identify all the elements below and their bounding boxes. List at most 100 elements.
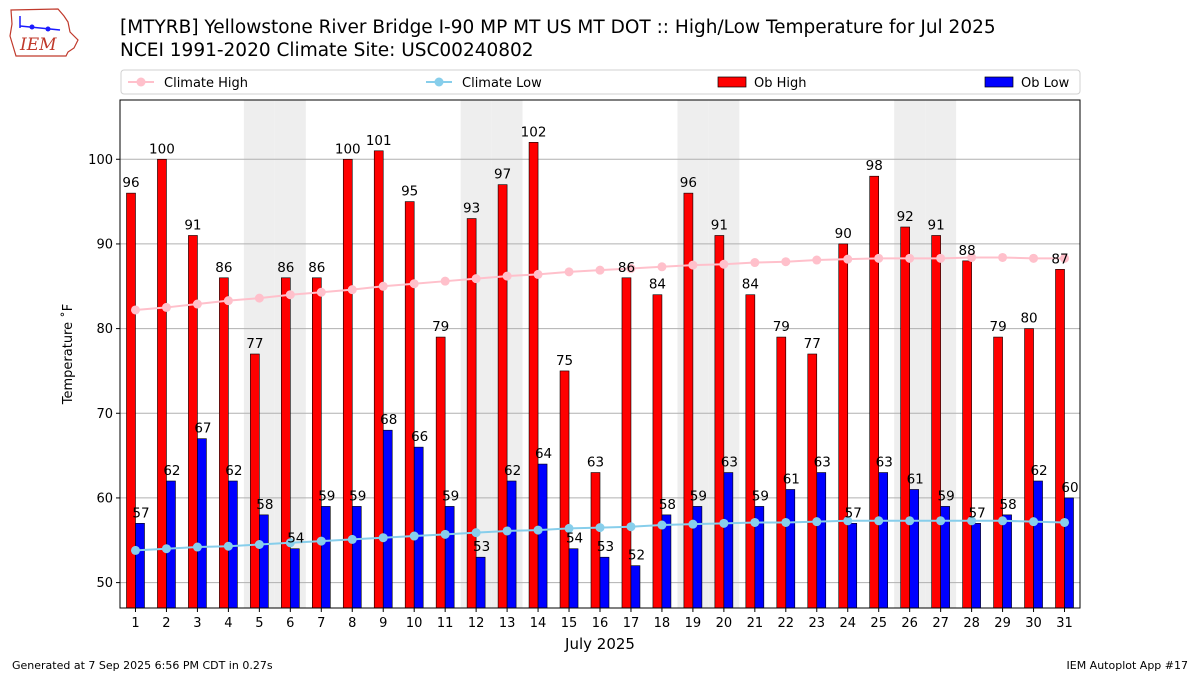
ob-high-label: 95 (401, 184, 418, 200)
ob-low-bar (290, 548, 300, 609)
ob-low-label: 58 (659, 497, 676, 513)
ob-high-label: 80 (1020, 311, 1037, 327)
ob-high-bar (745, 294, 756, 609)
climate-low-point (440, 529, 450, 539)
ob-high-label: 96 (122, 175, 139, 191)
x-tick-label: 18 (654, 616, 671, 631)
y-tick-label: 50 (96, 576, 113, 591)
ob-low-label: 63 (721, 455, 738, 471)
x-tick-label: 8 (348, 616, 356, 631)
ob-low-label: 67 (194, 421, 211, 437)
climate-low-point (998, 516, 1008, 526)
ob-low-bar (785, 489, 796, 609)
climate-low-point (595, 523, 605, 533)
ob-low-bar (909, 489, 919, 609)
x-tick-label: 11 (437, 616, 454, 631)
climate-high-point (409, 279, 419, 289)
ob-high-label: 75 (556, 353, 573, 369)
climate-high-point (905, 253, 915, 263)
ob-high-label: 93 (463, 201, 480, 217)
climate-low-point (378, 533, 388, 543)
climate-high-point (781, 257, 791, 267)
ob-high-label: 92 (897, 209, 914, 225)
chart-subtitle: NCEI 1991-2020 Climate Site: USC00240802 (120, 40, 534, 61)
climate-high-point (254, 293, 264, 303)
climate-low-point (409, 531, 419, 541)
ob-low-label: 54 (287, 531, 304, 547)
x-tick-label: 31 (1056, 616, 1073, 631)
ob-low-label: 53 (597, 539, 614, 555)
ob-low-label: 59 (938, 488, 955, 504)
climate-low-point (688, 519, 698, 529)
ob-low-bar (135, 523, 145, 609)
ob-high-label: 86 (308, 260, 325, 276)
x-tick-label: 21 (747, 616, 764, 631)
ob-low-label: 59 (349, 488, 366, 504)
climate-low-point (161, 544, 171, 554)
climate-high-point (595, 265, 605, 275)
ob-low-bar (506, 480, 517, 609)
climate-low-point (812, 517, 822, 527)
climate-high-point (223, 296, 233, 306)
ob-high-bar (311, 277, 322, 609)
climate-high-point (1060, 253, 1070, 263)
ob-high-label: 86 (215, 260, 232, 276)
x-tick-label: 24 (839, 616, 856, 631)
ob-low-bar (1064, 497, 1074, 609)
ob-low-label: 60 (1061, 480, 1078, 496)
ob-low-label: 62 (504, 463, 521, 479)
climate-high-point (316, 287, 326, 297)
y-axis-label: Temperature ˚F (60, 304, 76, 405)
ob-low-bar (320, 506, 331, 609)
ob-high-bar (652, 294, 663, 609)
ob-low-label: 59 (752, 488, 769, 504)
climate-low-point (905, 516, 915, 526)
ob-high-bar (157, 158, 167, 609)
ob-high-label: 100 (335, 141, 361, 157)
climate-low-point (254, 540, 264, 549)
ob-high-label: 79 (989, 319, 1006, 335)
legend-ob-low-swatch (984, 76, 1014, 88)
ob-high-label: 86 (277, 260, 294, 276)
x-tick-label: 7 (317, 616, 325, 631)
climate-low-point (967, 516, 977, 526)
ob-high-bar (250, 353, 260, 609)
y-tick-label: 100 (88, 153, 113, 168)
climate-high-point (502, 271, 512, 281)
ob-low-label: 68 (380, 412, 397, 428)
climate-high-point (936, 253, 946, 263)
ob-low-label: 59 (690, 488, 707, 504)
ob-high-bar (126, 192, 136, 609)
legend-climate-high-label: Climate High (164, 76, 248, 91)
x-tick-label: 26 (901, 616, 918, 631)
iem-logo: IEM (9, 8, 79, 57)
ob-low-bar (599, 556, 610, 609)
ob-low-label: 62 (225, 463, 242, 479)
ob-high-label: 86 (618, 260, 635, 276)
x-tick-label: 20 (716, 616, 733, 631)
climate-low-point (285, 538, 295, 548)
climate-low-point (533, 525, 543, 535)
ob-high-bar (435, 336, 446, 609)
x-tick-label: 22 (778, 616, 795, 631)
ob-low-bar (475, 556, 486, 609)
ob-low-bar (413, 446, 424, 609)
ob-high-label: 98 (866, 158, 883, 174)
climate-high-point (161, 302, 171, 312)
climate-high-point (285, 290, 295, 300)
climate-high-point (130, 305, 140, 315)
climate-high-point (750, 258, 760, 268)
x-tick-label: 27 (932, 616, 949, 631)
ob-low-bar (197, 438, 207, 609)
climate-high-point (998, 252, 1008, 262)
ob-low-label: 57 (845, 505, 862, 521)
ob-high-bar (404, 201, 415, 609)
ob-high-label: 100 (149, 141, 175, 157)
ob-high-bar (683, 192, 694, 609)
ob-low-label: 52 (628, 548, 645, 564)
legend-ob-low-label: Ob Low (1021, 76, 1070, 91)
ob-high-label: 102 (521, 124, 547, 140)
climate-high-point (843, 254, 853, 264)
climate-low-point (781, 517, 791, 527)
ob-low-bar (1002, 514, 1012, 609)
